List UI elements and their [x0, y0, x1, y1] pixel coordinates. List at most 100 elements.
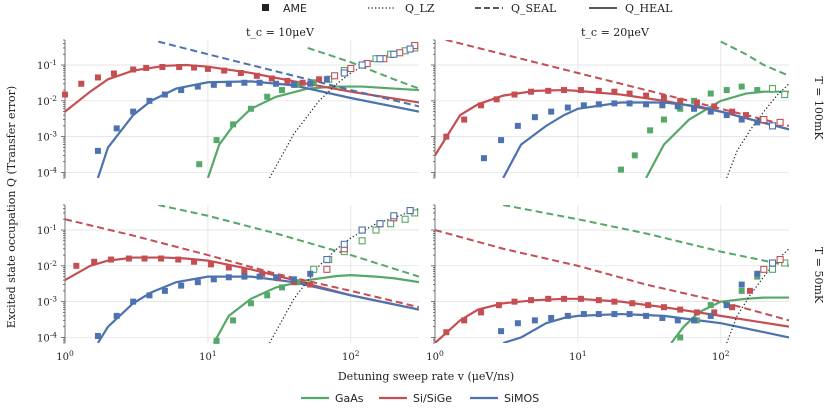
sisige-ame-point — [611, 88, 618, 95]
simos-ame-point — [738, 281, 745, 288]
sisige-ame-point — [729, 304, 736, 311]
simos-ame-point — [273, 274, 280, 281]
simos-ame-point — [498, 328, 505, 335]
sisige-ame-point — [693, 99, 700, 106]
simos-heal-line — [96, 80, 419, 178]
simos-ame-point — [754, 270, 761, 277]
gaas-ame-point — [293, 81, 300, 88]
sisige-ame-point — [241, 268, 248, 275]
sisige-seal-line — [435, 229, 789, 322]
simos-ame-point — [376, 220, 384, 228]
x-tick-label: 102 — [712, 349, 730, 363]
sisige-ame-point — [760, 265, 768, 273]
sisige-ame-point — [143, 64, 150, 71]
simos-ame-point — [146, 292, 153, 299]
simos-ame-point — [723, 302, 730, 309]
simos-ame-point — [340, 69, 348, 77]
sisige-ame-point — [693, 309, 700, 316]
simos-ame-point — [390, 212, 398, 220]
sisige-ame-point — [626, 90, 633, 97]
sisige-ame-point — [130, 66, 137, 73]
simos-ame-point — [595, 311, 602, 318]
simos-ame-point — [323, 76, 330, 83]
sisige-ame-point — [461, 317, 468, 324]
gaas-seal-line — [158, 205, 419, 278]
simos-ame-point — [390, 50, 398, 58]
gaas-ame-point — [358, 237, 366, 245]
sisige-ame-point — [545, 87, 552, 94]
sisige-ame-point — [760, 116, 768, 124]
sisige-ame-point — [73, 262, 80, 269]
gaas-ame-point — [660, 116, 667, 123]
gaas-ame-point — [707, 90, 714, 97]
simos-ame-point — [406, 206, 414, 215]
gaas-ame-point — [310, 265, 318, 273]
sisige-ame-point — [611, 298, 618, 305]
x-tick-label: 102 — [342, 349, 360, 363]
y-tick-label: 10-1 — [37, 223, 57, 237]
gaas-ame-point — [768, 265, 777, 273]
y-tick-label: 10-4 — [37, 165, 57, 179]
gaas-ame-point — [617, 166, 624, 173]
simos-ame-point — [376, 55, 384, 63]
sisige-ame-point — [478, 309, 485, 316]
sisige-ame-point — [443, 329, 450, 336]
simos-seal-line — [158, 40, 419, 108]
simos-ame-point — [161, 91, 168, 98]
gaas-ame-point — [647, 127, 654, 134]
sisige-ame-point — [677, 306, 684, 313]
sisige-ame-point — [158, 255, 165, 262]
panel-2: 100 101 102 10-4 10-3 10-2 10-1 — [37, 204, 419, 363]
gaas-heal-line — [212, 274, 419, 343]
simos-heal-line — [96, 275, 419, 343]
sisige-ame-point — [91, 258, 98, 265]
row-title-top: T = 100mK — [812, 76, 825, 140]
simos-ame-point — [210, 276, 217, 283]
sisige-seal-line — [442, 40, 789, 127]
gaas-ame-point — [781, 90, 789, 99]
legend-ame-label: AME — [283, 2, 307, 15]
simos-ame-point — [178, 87, 185, 94]
simos-ame-point — [256, 273, 263, 280]
simos-ame-point — [178, 282, 185, 289]
simos-ame-point — [754, 119, 761, 126]
y-tick-label: 10-3 — [37, 130, 57, 144]
x-axis-label: Detuning sweep rate v (μeV/ns) — [338, 370, 514, 383]
sisige-ame-point — [62, 91, 68, 98]
simos-ame-point — [707, 108, 714, 115]
simos-ame-point — [643, 101, 650, 108]
sisige-ame-point — [204, 65, 211, 72]
sisige-ame-point — [493, 96, 500, 103]
simos-ame-point — [564, 104, 571, 111]
simos-ame-point — [256, 79, 263, 86]
sisige-ame-point — [528, 88, 535, 95]
simos-ame-point — [94, 332, 101, 339]
simos-ame-point — [768, 259, 777, 267]
legend-ame-marker — [262, 4, 269, 11]
legend-lz-label: Q_LZ — [405, 2, 435, 15]
sisige-ame-point — [191, 258, 198, 265]
sisige-ame-point — [561, 87, 568, 94]
sisige-ame-point — [396, 49, 404, 57]
simos-ame-point — [358, 61, 366, 69]
simos-ame-point — [290, 276, 297, 283]
sisige-ame-point — [495, 302, 502, 309]
x-tick-label: 100 — [426, 349, 444, 363]
sisige-ame-point — [175, 256, 182, 263]
legend-sisige-label: Si/SiGe — [413, 392, 452, 405]
simos-ame-point — [225, 80, 232, 87]
legend-simos-label: SiMOS — [504, 392, 539, 405]
sisige-ame-point — [561, 295, 568, 302]
simos-ame-point — [659, 314, 666, 321]
simos-ame-point — [241, 273, 248, 280]
col-title-left: t_c = 10μeV — [246, 26, 315, 39]
simos-ame-point — [768, 122, 777, 130]
gaas-ame-point — [401, 215, 409, 223]
sisige-ame-point — [125, 255, 132, 262]
sisige-ame-point — [141, 255, 148, 262]
row-title-bottom: T = 50mK — [812, 247, 825, 304]
panel-marks — [435, 40, 789, 178]
gaas-seal-line — [720, 40, 789, 77]
sisige-ame-point — [78, 80, 85, 87]
